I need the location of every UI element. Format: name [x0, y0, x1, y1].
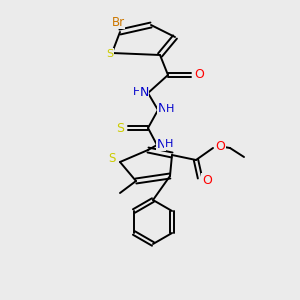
- Text: N: N: [139, 85, 149, 98]
- Text: S: S: [106, 49, 114, 59]
- Text: O: O: [194, 68, 204, 82]
- Text: S: S: [116, 122, 124, 134]
- Text: H: H: [133, 87, 141, 97]
- Text: N: N: [157, 103, 167, 116]
- Text: H: H: [166, 104, 174, 114]
- Text: O: O: [215, 140, 225, 154]
- Text: O: O: [202, 173, 212, 187]
- Text: H: H: [165, 139, 173, 149]
- Text: Br: Br: [111, 16, 124, 28]
- Text: N: N: [156, 137, 166, 151]
- Text: S: S: [108, 152, 116, 166]
